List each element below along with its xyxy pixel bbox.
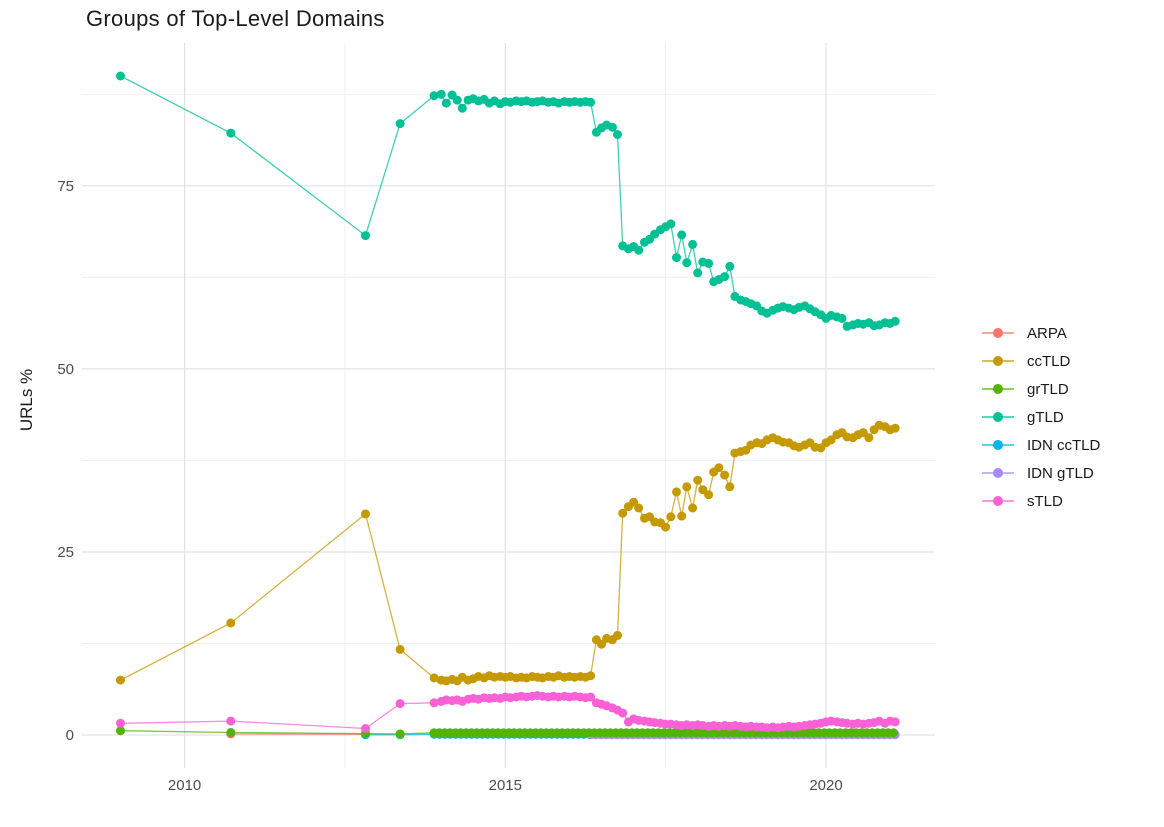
- x-tick-label: 2015: [489, 777, 522, 794]
- legend-key-icon: [982, 355, 1014, 367]
- legend-key-icon: [982, 327, 1014, 339]
- y-tick-label: 0: [66, 727, 74, 744]
- legend-label: ccTLD: [1027, 352, 1071, 370]
- x-tick-label: 2020: [809, 777, 842, 794]
- chart-title: Groups of Top-Level Domains: [86, 6, 385, 31]
- x-tick-label: 2010: [168, 777, 201, 794]
- series-cctld: [116, 420, 900, 686]
- legend-key-icon: [982, 495, 1014, 507]
- legend-label: ARPA: [1027, 324, 1067, 342]
- y-tick-label: 50: [57, 361, 74, 378]
- legend-label: gTLD: [1027, 408, 1064, 426]
- series-points-stld: [116, 691, 900, 733]
- series-grtld: [116, 726, 899, 739]
- legend-key-icon: [982, 467, 1014, 479]
- x-tick-labels: 2010 2015 2020: [168, 777, 843, 794]
- legend-item-arpa: ARPA: [982, 319, 1100, 347]
- legend-key-icon: [982, 439, 1014, 451]
- series-points-cctld: [116, 420, 900, 686]
- legend-label: IDN gTLD: [1027, 464, 1094, 482]
- legend-item-idn-cctld: IDN ccTLD: [982, 431, 1100, 459]
- legend-item-stld: sTLD: [982, 487, 1100, 515]
- series-gtld: [116, 71, 900, 331]
- series-points-gtld: [116, 71, 900, 331]
- y-axis-title: URLs %: [17, 368, 36, 432]
- y-tick-label: 75: [57, 178, 74, 195]
- legend: ARPA ccTLD grTLD gTLD IDN ccTLD IDN gTLD sTLD: [982, 319, 1100, 515]
- legend-item-grtld: grTLD: [982, 375, 1100, 403]
- legend-label: IDN ccTLD: [1027, 436, 1101, 454]
- y-tick-label: 25: [57, 544, 74, 561]
- legend-item-cctld: ccTLD: [982, 347, 1100, 375]
- legend-key-icon: [982, 383, 1014, 395]
- series-stld: [116, 691, 900, 733]
- series-points-grtld: [116, 726, 899, 739]
- legend-item-gtld: gTLD: [982, 403, 1100, 431]
- minor-gridlines: [82, 43, 935, 768]
- major-gridlines: [82, 43, 935, 768]
- legend-key-icon: [982, 411, 1014, 423]
- legend-label: grTLD: [1027, 380, 1069, 398]
- legend-item-idn-gtld: IDN gTLD: [982, 459, 1100, 487]
- y-tick-labels: 0 25 50 75: [57, 178, 74, 744]
- legend-label: sTLD: [1027, 492, 1063, 510]
